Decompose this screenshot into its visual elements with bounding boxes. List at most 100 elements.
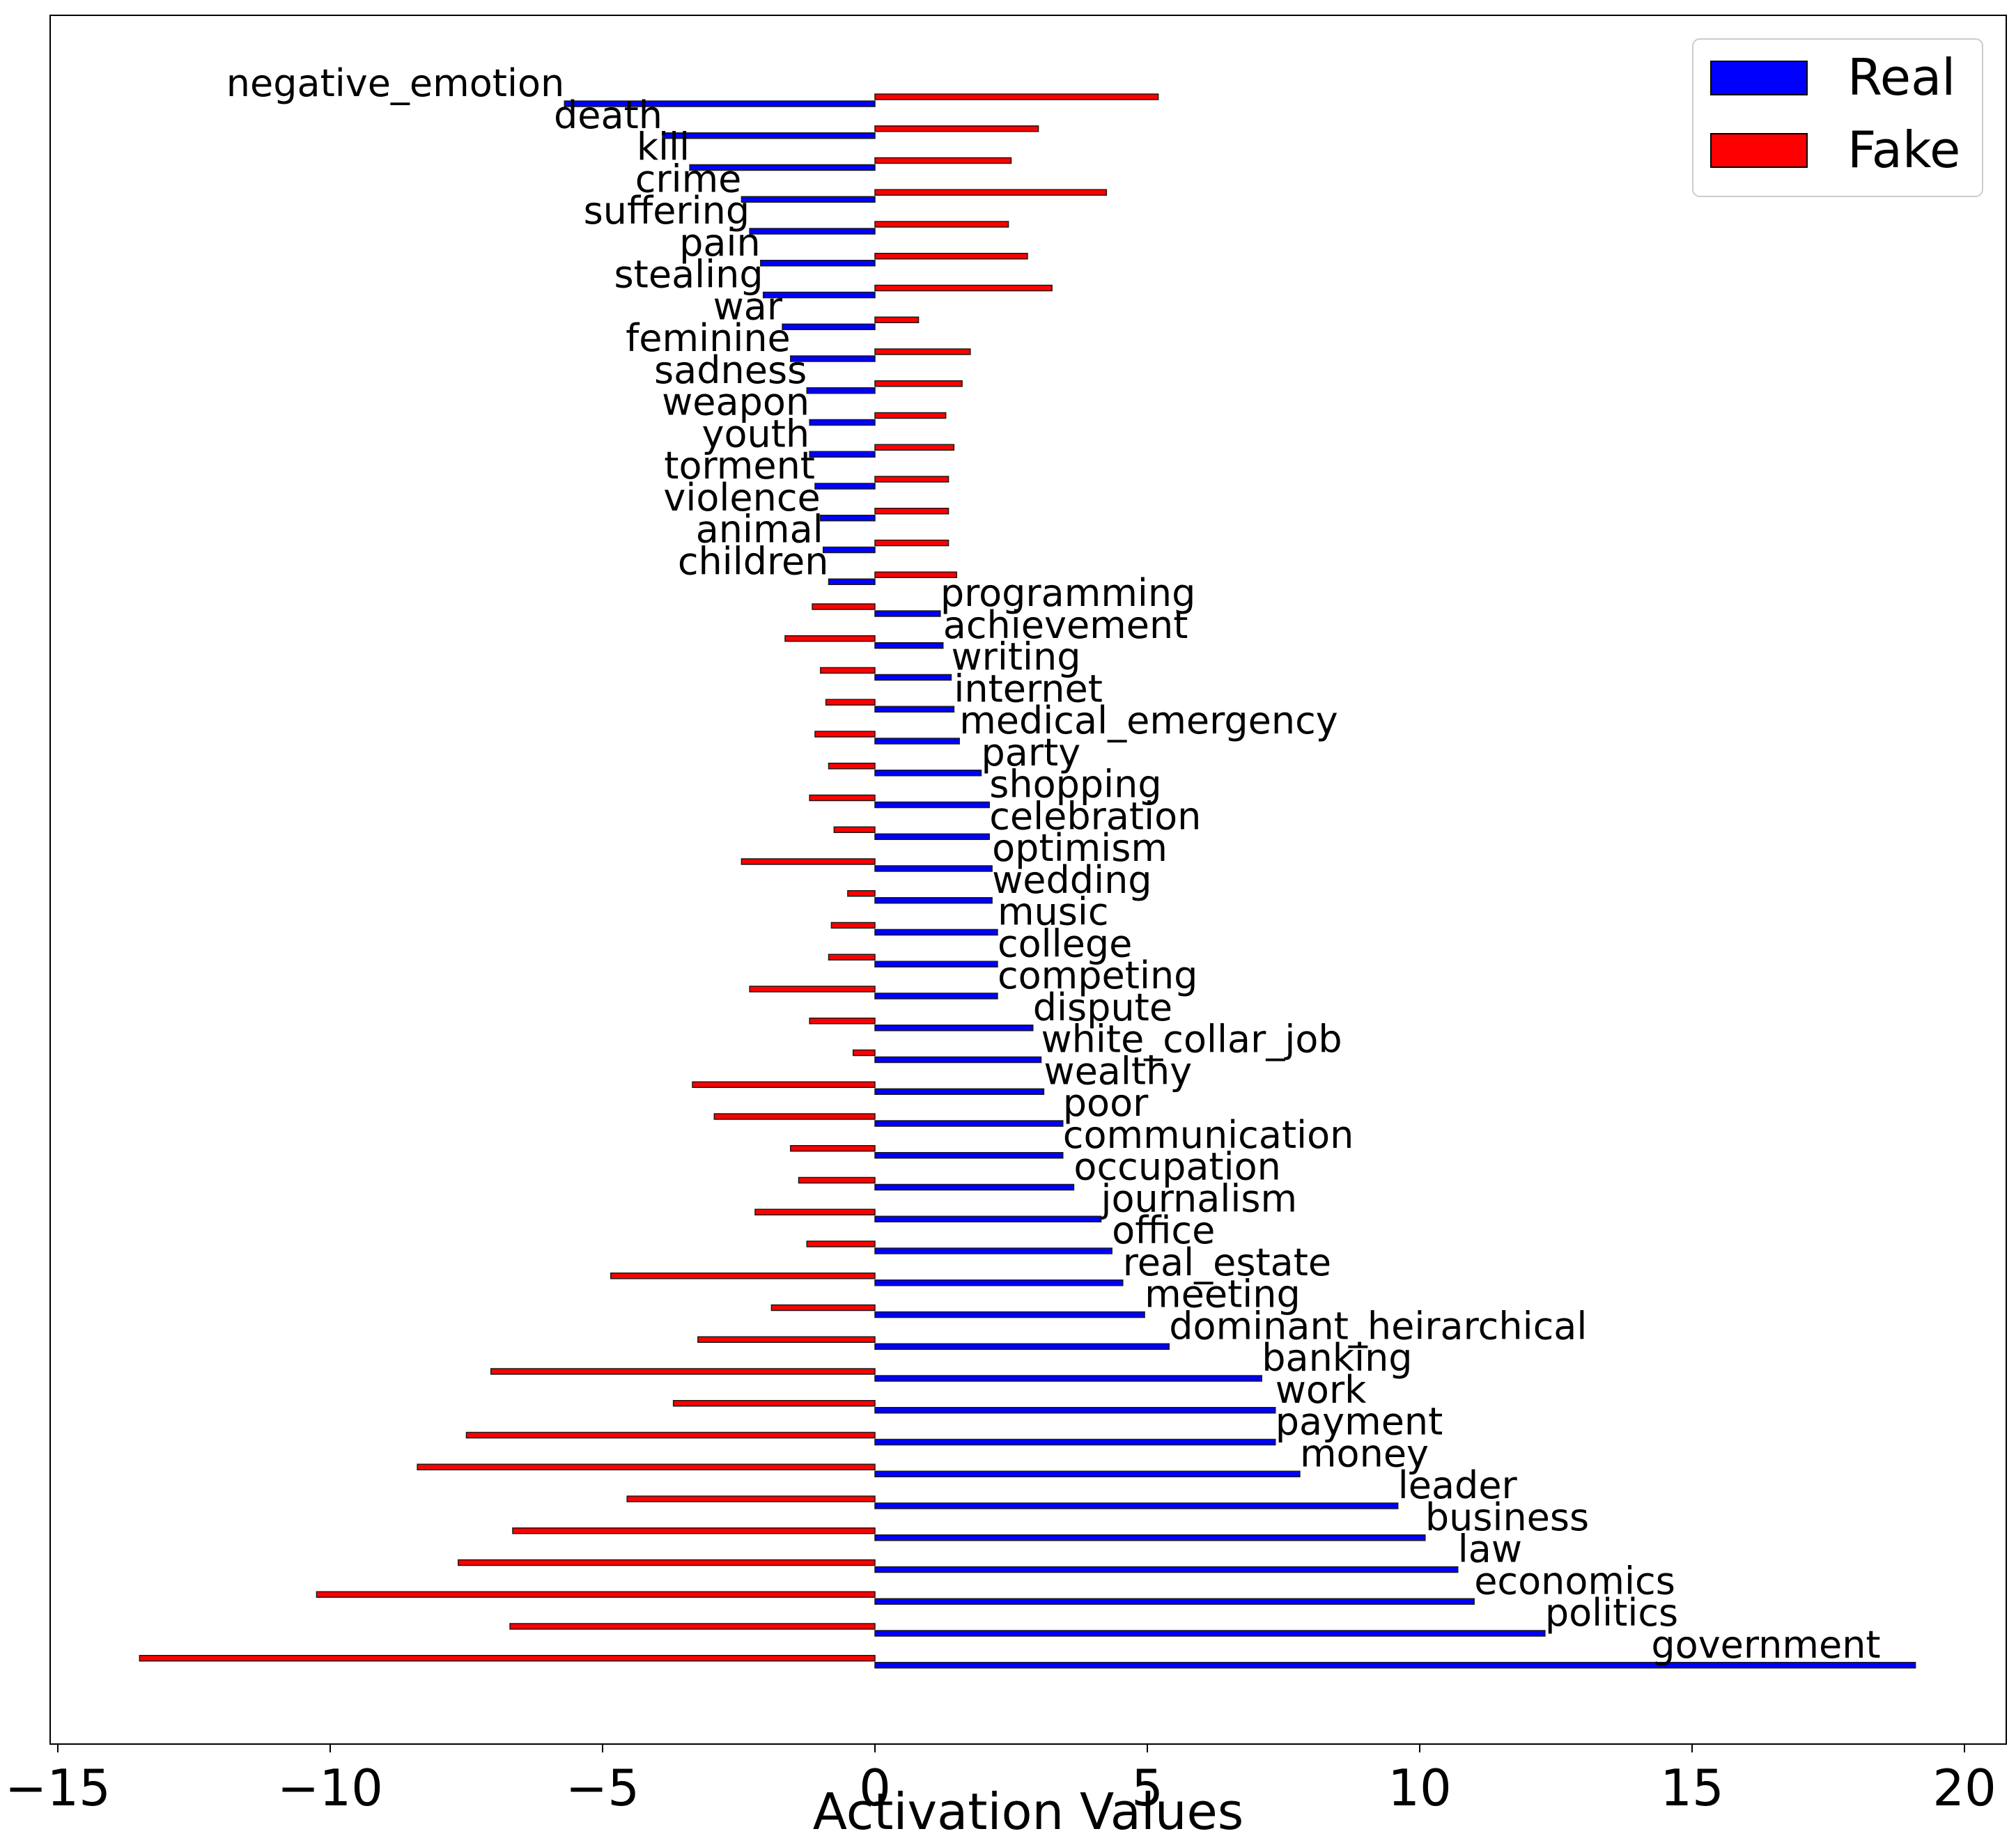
bar-real-weapon — [809, 419, 876, 426]
bar-fake-achievement — [784, 635, 876, 642]
bar-real-celebration — [874, 833, 990, 840]
bar-fake-shopping — [809, 794, 876, 802]
bar-real-business — [874, 1534, 1426, 1541]
legend: Real Fake — [1692, 38, 1983, 197]
bar-fake-suffering — [874, 221, 1009, 228]
fake-bars-group — [139, 93, 1159, 1662]
bar-fake-stealing — [874, 284, 1053, 292]
category-label-government: government — [1651, 1623, 1880, 1667]
bar-real-feminine — [790, 355, 876, 362]
bar-fake-poor — [713, 1113, 876, 1120]
bar-fake-economics — [316, 1591, 876, 1598]
bar-real-violence — [820, 515, 876, 522]
category-label-banking: banking — [1262, 1336, 1412, 1380]
bar-fake-wealthy — [692, 1081, 876, 1088]
bar-fake-war — [874, 316, 920, 323]
legend-label-fake: Fake — [1847, 120, 1960, 179]
bar-real-party — [874, 770, 982, 777]
category-label-writing: writing — [951, 635, 1080, 679]
bar-fake-meeting — [770, 1304, 876, 1312]
bar-real-work — [874, 1407, 1276, 1414]
category-labels-group: negative_emotiondeathkillcrimesufferingp… — [226, 61, 1881, 1667]
category-label-programming: programming — [940, 571, 1196, 615]
bar-real-occupation — [874, 1183, 1075, 1191]
x-axis-title: Activation Values — [813, 1782, 1244, 1836]
category-label-animal: animal — [696, 508, 823, 552]
category-label-wedding: wedding — [992, 858, 1152, 902]
category-label-achievement: achievement — [943, 603, 1188, 647]
category-label-dominant_heirarchical: dominant_heirarchical — [1169, 1304, 1587, 1348]
bar-fake-torment — [874, 476, 949, 483]
category-label-dispute: dispute — [1033, 986, 1172, 1029]
category-label-sadness: sadness — [654, 348, 807, 392]
bar-fake-celebration — [833, 826, 876, 833]
bar-real-college — [874, 960, 998, 967]
category-label-real_estate: real_estate — [1123, 1240, 1331, 1284]
bar-real-animal — [822, 546, 876, 554]
category-label-optimism: optimism — [992, 826, 1168, 870]
bar-real-war — [782, 323, 876, 330]
x-tick-label: 20 — [1932, 1759, 1996, 1817]
bar-real-programming — [874, 610, 941, 617]
category-label-shopping: shopping — [989, 763, 1161, 807]
category-label-politics: politics — [1545, 1591, 1678, 1635]
bar-real-money — [874, 1470, 1301, 1477]
category-label-crime: crime — [635, 157, 742, 201]
category-label-medical_emergency: medical_emergency — [959, 699, 1338, 742]
bar-real-meeting — [874, 1311, 1145, 1318]
bar-fake-work — [672, 1400, 876, 1407]
bar-fake-violence — [874, 508, 949, 515]
category-label-white_collar_job: white_collar_job — [1041, 1018, 1342, 1061]
category-label-payment: payment — [1275, 1400, 1443, 1444]
bar-fake-government — [139, 1655, 876, 1662]
x-tick-label: 15 — [1660, 1759, 1724, 1817]
category-label-weapon: weapon — [662, 380, 809, 424]
bar-fake-banking — [490, 1368, 876, 1375]
bar-real-suffering — [749, 228, 876, 235]
bar-fake-crime — [874, 189, 1108, 196]
bar-fake-internet — [825, 699, 876, 706]
category-label-leader: leader — [1398, 1463, 1518, 1507]
category-label-money: money — [1300, 1431, 1429, 1475]
x-tick-label: 0 — [859, 1759, 891, 1817]
bar-fake-children — [874, 571, 958, 578]
category-label-wealthy: wealthy — [1044, 1049, 1192, 1093]
category-label-law: law — [1458, 1527, 1522, 1571]
bar-real-government — [874, 1662, 1916, 1669]
x-tick-label: −10 — [277, 1759, 383, 1817]
bar-real-writing — [874, 674, 952, 681]
bar-fake-white_collar_job — [852, 1049, 876, 1057]
bar-fake-wedding — [847, 890, 876, 897]
bar-fake-kill — [874, 157, 1012, 164]
bar-real-children — [828, 578, 876, 585]
bar-real-death — [662, 132, 876, 139]
bar-real-sadness — [806, 387, 876, 394]
bar-fake-money — [417, 1463, 876, 1470]
bar-fake-journalism — [754, 1208, 876, 1215]
category-label-suffering: suffering — [584, 189, 750, 233]
bar-real-pain — [760, 260, 876, 267]
bar-fake-sadness — [874, 380, 963, 387]
bar-fake-college — [828, 954, 876, 960]
bar-fake-animal — [874, 539, 949, 547]
bar-real-economics — [874, 1598, 1475, 1605]
bar-real-internet — [874, 706, 955, 713]
plot-frame — [49, 15, 2007, 1745]
bar-fake-optimism — [741, 858, 876, 865]
bar-real-law — [874, 1566, 1459, 1573]
category-label-stealing: stealing — [614, 253, 763, 297]
bar-fake-leader — [626, 1495, 876, 1502]
category-label-work: work — [1275, 1368, 1367, 1412]
bar-real-politics — [874, 1630, 1546, 1637]
bar-fake-occupation — [798, 1176, 876, 1184]
category-label-negative_emotion: negative_emotion — [226, 61, 564, 105]
category-label-journalism: journalism — [1101, 1176, 1298, 1220]
bar-fake-office — [806, 1240, 876, 1247]
bar-fake-weapon — [874, 412, 947, 419]
bar-real-dispute — [874, 1025, 1034, 1032]
real-bars-group — [564, 100, 1916, 1669]
bar-real-poor — [874, 1120, 1064, 1127]
bar-fake-dominant_heirarchical — [697, 1336, 876, 1343]
bar-real-banking — [874, 1375, 1262, 1382]
